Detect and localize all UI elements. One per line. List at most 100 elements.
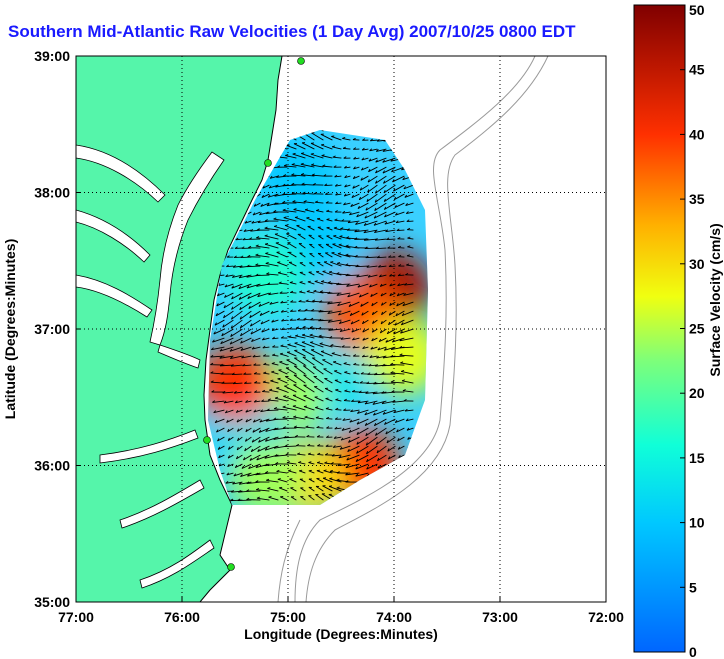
velocity-arrow (227, 436, 234, 442)
velocity-arrow-head (315, 406, 319, 409)
velocity-arrow-head (390, 371, 394, 374)
velocity-arrow (352, 184, 360, 189)
velocity-arrow-head (234, 246, 238, 249)
velocity-arrow (266, 273, 279, 276)
velocity-arrow (398, 247, 405, 249)
velocity-arrow-head (273, 210, 277, 213)
velocity-arrow-head (311, 163, 315, 166)
velocity-arrow-head (382, 159, 385, 163)
velocity-arrow (353, 175, 360, 180)
velocity-arrow-head (352, 389, 356, 393)
velocity-arrow-head (231, 296, 234, 300)
velocity-arrow (262, 381, 270, 384)
velocity-arrow (293, 365, 306, 375)
velocity-arrow (365, 202, 378, 211)
velocity-arrow (374, 202, 387, 212)
velocity-arrow-head (384, 421, 387, 425)
velocity-arrow-head (379, 330, 383, 334)
velocity-arrow-head (267, 194, 271, 198)
velocity-arrow (353, 157, 360, 160)
velocity-arrow (261, 193, 270, 198)
velocity-arrow (352, 337, 360, 341)
velocity-arrow (285, 155, 297, 159)
velocity-arrow (326, 219, 333, 222)
velocity-arrow (310, 142, 324, 150)
velocity-arrow (294, 426, 306, 429)
velocity-arrow-head (261, 337, 265, 341)
velocity-arrow (236, 454, 243, 460)
velocity-arrow-head (223, 400, 227, 404)
velocity-arrow (367, 274, 378, 278)
velocity-arrow-head (329, 336, 333, 339)
velocity-arrow-head (317, 217, 321, 220)
velocity-arrow-head (356, 421, 360, 425)
velocity-arrow-head (321, 154, 325, 157)
velocity-arrow (383, 175, 396, 184)
velocity-arrow-head (403, 186, 407, 190)
velocity-arrow-head (321, 143, 325, 146)
velocity-arrow (217, 283, 225, 287)
velocity-arrow-head (357, 400, 361, 404)
velocity-arrow (333, 227, 342, 231)
velocity-arrow (333, 235, 342, 240)
velocity-arrow-head (250, 331, 253, 335)
velocity-arrow-head (404, 408, 408, 412)
velocity-arrow (234, 391, 243, 394)
velocity-arrow (291, 174, 306, 177)
velocity-arrow (226, 265, 234, 268)
velocity-arrow (308, 470, 315, 474)
velocity-arrow-head (384, 214, 387, 218)
velocity-arrow (402, 301, 414, 307)
velocity-arrow-head (240, 340, 243, 344)
velocity-arrow-head (341, 219, 345, 222)
velocity-arrow-head (391, 169, 394, 173)
velocity-arrow-head (247, 295, 250, 299)
velocity-arrow (256, 497, 270, 501)
colorbar-tick-label: 25 (689, 321, 705, 337)
velocity-arrow-head (275, 461, 279, 465)
velocity-arrow (263, 372, 270, 375)
velocity-arrow-head (301, 182, 305, 185)
velocity-arrow-head (332, 155, 336, 158)
velocity-arrow (301, 174, 315, 177)
velocity-arrow-head (374, 238, 378, 241)
velocity-arrow-head (399, 338, 403, 342)
velocity-arrow (352, 381, 360, 384)
velocity-arrow-head (210, 354, 214, 358)
velocity-arrow-head (283, 174, 287, 177)
velocity-arrow (250, 445, 261, 453)
velocity-arrow (316, 218, 324, 222)
velocity-arrow-head (338, 312, 341, 316)
velocity-arrow-head (391, 390, 395, 393)
velocity-arrow-head (352, 175, 356, 179)
velocity-arrow (394, 319, 405, 326)
velocity-arrow-head (361, 363, 365, 366)
velocity-arrow-head (406, 254, 410, 257)
velocity-arrow (406, 427, 414, 431)
velocity-arrow (342, 211, 351, 214)
velocity-arrow-head (239, 316, 242, 320)
velocity-arrow (369, 355, 378, 358)
velocity-arrow-head (277, 478, 281, 480)
velocity-arrow (213, 409, 225, 414)
velocity-arrow (251, 436, 261, 443)
velocity-arrow-head (318, 326, 322, 330)
velocity-arrow (377, 454, 387, 462)
velocity-arrow (258, 301, 270, 307)
velocity-arrow-head (307, 280, 311, 283)
velocity-arrow-head (232, 265, 236, 268)
velocity-arrow (394, 202, 405, 208)
velocity-arrow-head (288, 335, 292, 338)
velocity-arrow-head (362, 329, 365, 333)
velocity-arrow (407, 237, 414, 240)
velocity-arrow (398, 274, 405, 277)
velocity-arrow-head (295, 443, 300, 447)
velocity-arrow (399, 346, 414, 349)
velocity-arrow-head (322, 270, 326, 272)
velocity-arrow-head (370, 293, 373, 297)
velocity-arrow-head (238, 296, 242, 300)
velocity-arrow-head (303, 200, 307, 203)
velocity-arrow-head (249, 237, 253, 240)
velocity-arrow-head (329, 469, 333, 472)
velocity-arrow-head (274, 396, 279, 399)
